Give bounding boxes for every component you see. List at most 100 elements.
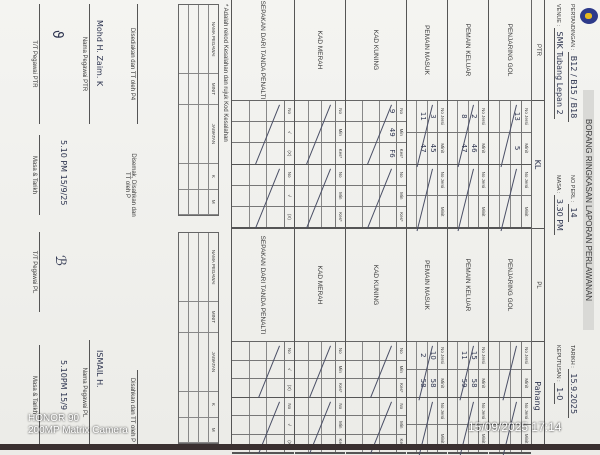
data-cell — [346, 186, 362, 206]
ptr-signature: ϑ — [49, 30, 65, 39]
keputusan-field: KEPUTUSAN : 1-0 — [554, 345, 564, 405]
data-cell — [321, 143, 335, 164]
officials-col-header: JAWATAN — [209, 104, 218, 165]
data-cell — [416, 397, 427, 425]
ptr-name-line: Nama Pegawai PTR — [81, 4, 90, 124]
data-column: Min — [295, 185, 345, 207]
official-row — [198, 233, 208, 443]
data-cell — [248, 397, 267, 415]
section-penjaring-gol: PENJARING GOL No Jersi 13 Minit 5 No Jersi Min… — [488, 0, 531, 455]
data-cell — [346, 122, 362, 142]
data-cell — [467, 196, 478, 227]
venue-field: VENUE : SMK Tubang Lepan 2 — [554, 4, 564, 119]
data-column: No — [295, 397, 345, 416]
ptr-side: SEPAKAN DARI TANDA PENALTI No √ (X) No √ (X) — [232, 0, 294, 229]
pertandingan-label: PERTANDINGAN : — [569, 4, 575, 51]
data-cell — [362, 342, 379, 360]
data-column: No — [295, 164, 345, 186]
data-cell — [232, 342, 249, 360]
data-cell — [232, 101, 249, 121]
column-header: No — [284, 342, 294, 360]
data-cell — [407, 165, 416, 196]
data-column: Kes* — [295, 206, 345, 228]
masa-field: MASA : 3.30 PM — [554, 175, 564, 235]
data-cell — [248, 164, 267, 185]
data-cell — [295, 361, 308, 379]
pl-verified-line: Disahkan dan TT oleh P — [129, 370, 138, 450]
data-cell — [248, 185, 267, 206]
data-cell — [321, 206, 335, 228]
column-header: Minit — [521, 196, 531, 227]
section-label: PEMAIN KELUAR — [448, 229, 488, 342]
ptr-data-grid: No Jersi 2 8 Minit 46 47 No Jersi Minit — [448, 101, 488, 231]
photo-timestamp: 15/09/2025 17:14 — [468, 420, 562, 434]
camera-model: HONOR 90 — [28, 413, 80, 424]
data-cell — [295, 143, 308, 163]
data-column: Kes* F6 — [346, 143, 406, 164]
data-cell — [489, 370, 499, 397]
column-group: No√(X) — [232, 101, 294, 165]
officials-col-header: K — [209, 392, 218, 418]
column-header: Kes* — [335, 379, 345, 397]
data-cell — [499, 164, 510, 196]
section-pemain-keluar: PEMAIN KELUAR No Jersi 2 8 Minit 46 47 No Jersi… — [447, 0, 488, 455]
tarikh-value: 15.9.2025 — [568, 369, 578, 419]
official-cell — [199, 164, 208, 190]
data-cell — [346, 416, 362, 434]
column-header: (X) — [284, 206, 294, 228]
section-label: KAD KUNING — [346, 229, 406, 342]
data-column: No — [346, 164, 406, 186]
section-label: PEMAIN MASUK — [407, 0, 447, 101]
data-column: Minit — [407, 196, 447, 227]
data-column: Minit 45 47 — [407, 132, 447, 164]
data-cell — [362, 101, 379, 122]
data-cell: 11 — [416, 101, 427, 132]
column-header: No Jersi — [478, 101, 488, 132]
data-cell — [266, 379, 284, 397]
data-column: √ — [232, 360, 294, 379]
data-cell — [295, 416, 308, 434]
ptr-side: PEMAIN KELUAR No Jersi 2 8 Minit 46 47 No Jersi… — [448, 0, 488, 231]
data-cell — [232, 165, 249, 185]
ptr-team: KL — [532, 101, 544, 229]
data-column: Minit — [489, 196, 531, 227]
officials-header: NAMA PEGAWAI MINIT JAWATAN K M — [208, 233, 218, 443]
officials-col-header: NAMA PEGAWAI — [209, 233, 218, 303]
official-cell — [199, 417, 208, 443]
data-cell: 2 — [416, 342, 427, 369]
pl-team-name: Pahang — [533, 381, 543, 411]
column-group: No 9 Min 49 Kes* F6 — [346, 101, 406, 165]
data-cell — [448, 342, 457, 369]
form-title: BORANG RINGKASAN LAPORAN PERLAWANAN — [583, 90, 594, 330]
data-column: Kes* — [295, 143, 345, 164]
ptr-checked-label: Disemak, Disahkan dan TT oleh P — [124, 153, 136, 217]
data-column: No — [232, 342, 294, 361]
ptr-data-grid: No 9 Min 49 Kes* F6 No Min Kes* — [346, 101, 406, 228]
column-header: No — [335, 101, 345, 122]
official-cell — [189, 104, 198, 165]
offence-note: * Adalah rekod Kesalahan dan rujuk Kod K… — [222, 4, 228, 142]
column-header: No Jersi — [437, 342, 447, 369]
section-label: KAD KUNING — [346, 0, 406, 101]
ptr-side: KAD MERAH No Min Kes* No Min Kes* — [295, 0, 345, 229]
official-cell — [189, 189, 198, 215]
pl-header: PL — [532, 229, 544, 342]
camera-lens: 200MP Matrix Camera — [28, 425, 128, 436]
data-cell — [499, 101, 510, 132]
ptr-header: PTR — [532, 0, 544, 101]
column-header: Minit — [478, 132, 488, 164]
tarikh-field: TARIKH : 15.9.2025 — [568, 345, 578, 419]
ptr-officer-name: Mohd H. Zaim. K — [95, 20, 104, 87]
data-cell — [489, 196, 499, 227]
ptr-prepared-line: Disediakan dan TT oleh P4 — [129, 4, 138, 124]
data-column: No — [232, 397, 294, 416]
section-label: KAD MERAH — [295, 229, 345, 342]
column-group: No Jersi Minit — [448, 164, 488, 228]
data-cell — [346, 143, 362, 163]
data-cell — [362, 416, 379, 434]
column-header: Minit — [521, 132, 531, 164]
